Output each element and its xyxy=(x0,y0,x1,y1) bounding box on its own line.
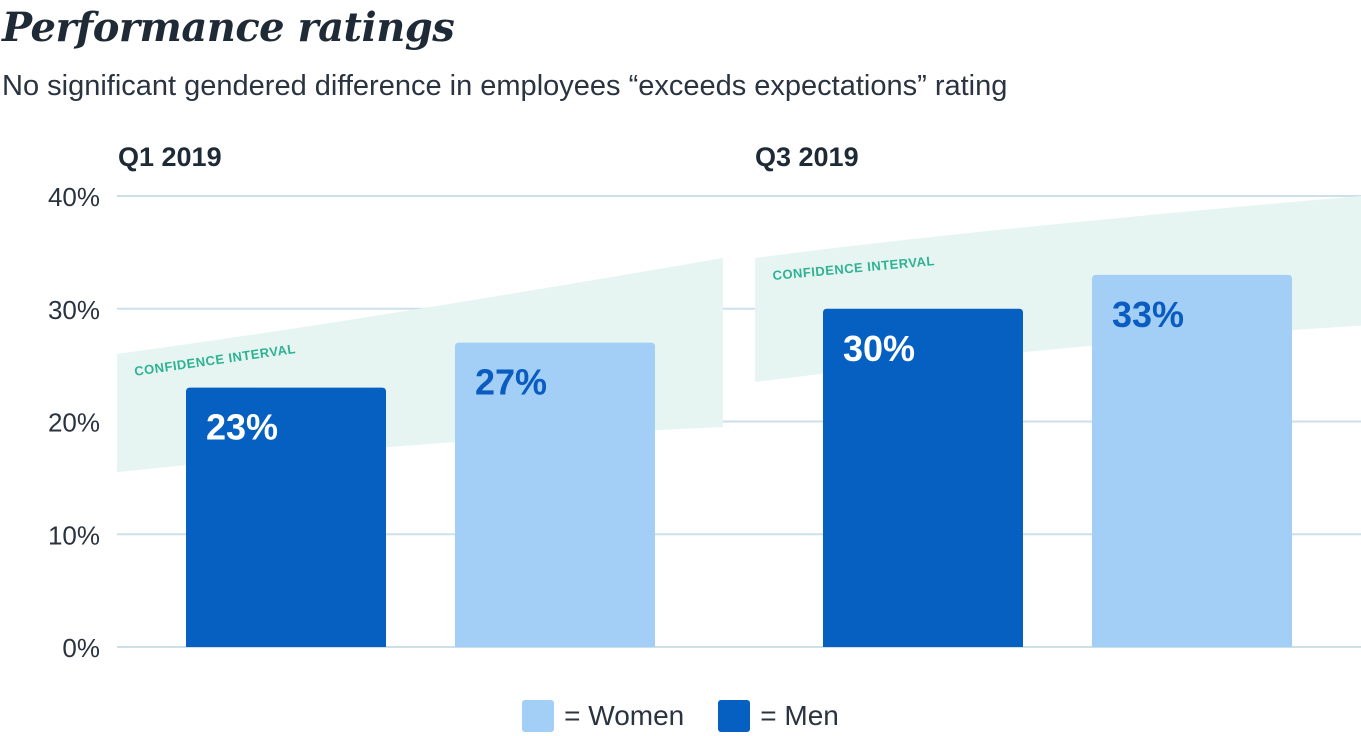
legend-item-men: = Men xyxy=(718,700,839,732)
legend: = Women = Men xyxy=(0,700,1361,732)
bar-q1-2019-men xyxy=(186,387,386,647)
chart-subtitle: No significant gendered difference in em… xyxy=(2,70,1008,102)
legend-label-men: = Men xyxy=(760,700,839,731)
chart-title: Performance ratings xyxy=(2,4,455,51)
data-label-q3-2019-women: 33% xyxy=(1112,294,1184,335)
bar-layer xyxy=(186,274,1292,647)
y-tick-label-20: 20% xyxy=(48,408,100,438)
legend-swatch-women xyxy=(522,700,555,732)
y-tick-label-10: 10% xyxy=(48,520,100,550)
y-tick-label-40: 40% xyxy=(48,182,100,212)
data-label-q1-2019-women: 27% xyxy=(475,362,547,403)
legend-swatch-men xyxy=(718,700,751,732)
legend-item-women: = Women xyxy=(522,700,684,732)
data-label-q1-2019-men: 23% xyxy=(206,407,278,448)
group-label-2: Q3 2019 xyxy=(755,142,859,172)
bar-q3-2019-women xyxy=(1092,274,1292,647)
group-label-1: Q1 2019 xyxy=(118,142,222,172)
bar-q3-2019-men xyxy=(823,308,1023,647)
legend-label-women: = Women xyxy=(564,700,685,731)
y-tick-label-0: 0% xyxy=(62,633,100,663)
data-label-q3-2019-men: 30% xyxy=(843,328,915,369)
y-tick-label-30: 30% xyxy=(48,295,100,325)
bar-q1-2019-women xyxy=(455,342,655,647)
